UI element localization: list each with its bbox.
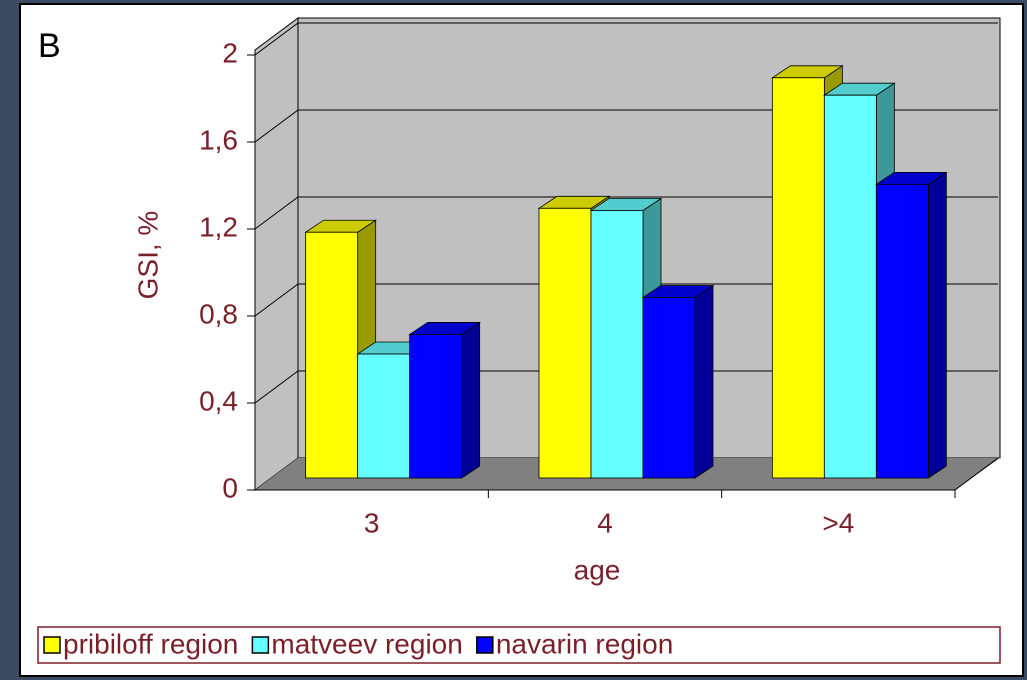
bar [642,297,696,479]
grid-line [254,109,998,143]
grid-line [254,196,998,230]
legend-swatch [43,636,61,654]
y-tick-label: 0 [222,472,238,503]
grid-line [254,283,998,317]
x-tick-label: 4 [597,507,613,538]
bar [305,231,359,479]
bar [590,210,644,479]
legend-label: navarin region [496,628,673,659]
panel-label: B [38,27,61,65]
y-tick-label: 2 [222,37,238,68]
bar-side [927,171,947,479]
legend-box [37,626,1001,664]
bar [771,77,825,479]
grid-line [254,370,998,404]
bar [357,353,411,479]
y-tick-label: 0,4 [199,385,238,416]
bar-side [694,284,714,479]
bar [875,183,929,479]
bar [823,94,877,479]
bar-side [461,321,481,479]
legend-label: matveev region [271,628,462,659]
x-tick-label: >4 [822,507,854,538]
legend-swatch [251,636,270,654]
x-tick-label: 3 [364,507,380,538]
bar [538,207,592,479]
y-tick-label: 1,2 [199,211,238,242]
x-axis-title: age [574,554,621,585]
legend-swatch [476,636,494,654]
y-tick-label: 1,6 [199,124,238,155]
legend-label: pribiloff region [63,628,238,659]
left-wall [254,17,299,491]
bar [409,334,463,479]
grid-line [254,22,998,56]
y-axis-title: GSI, % [132,211,163,300]
y-tick-label: 0,8 [199,298,238,329]
